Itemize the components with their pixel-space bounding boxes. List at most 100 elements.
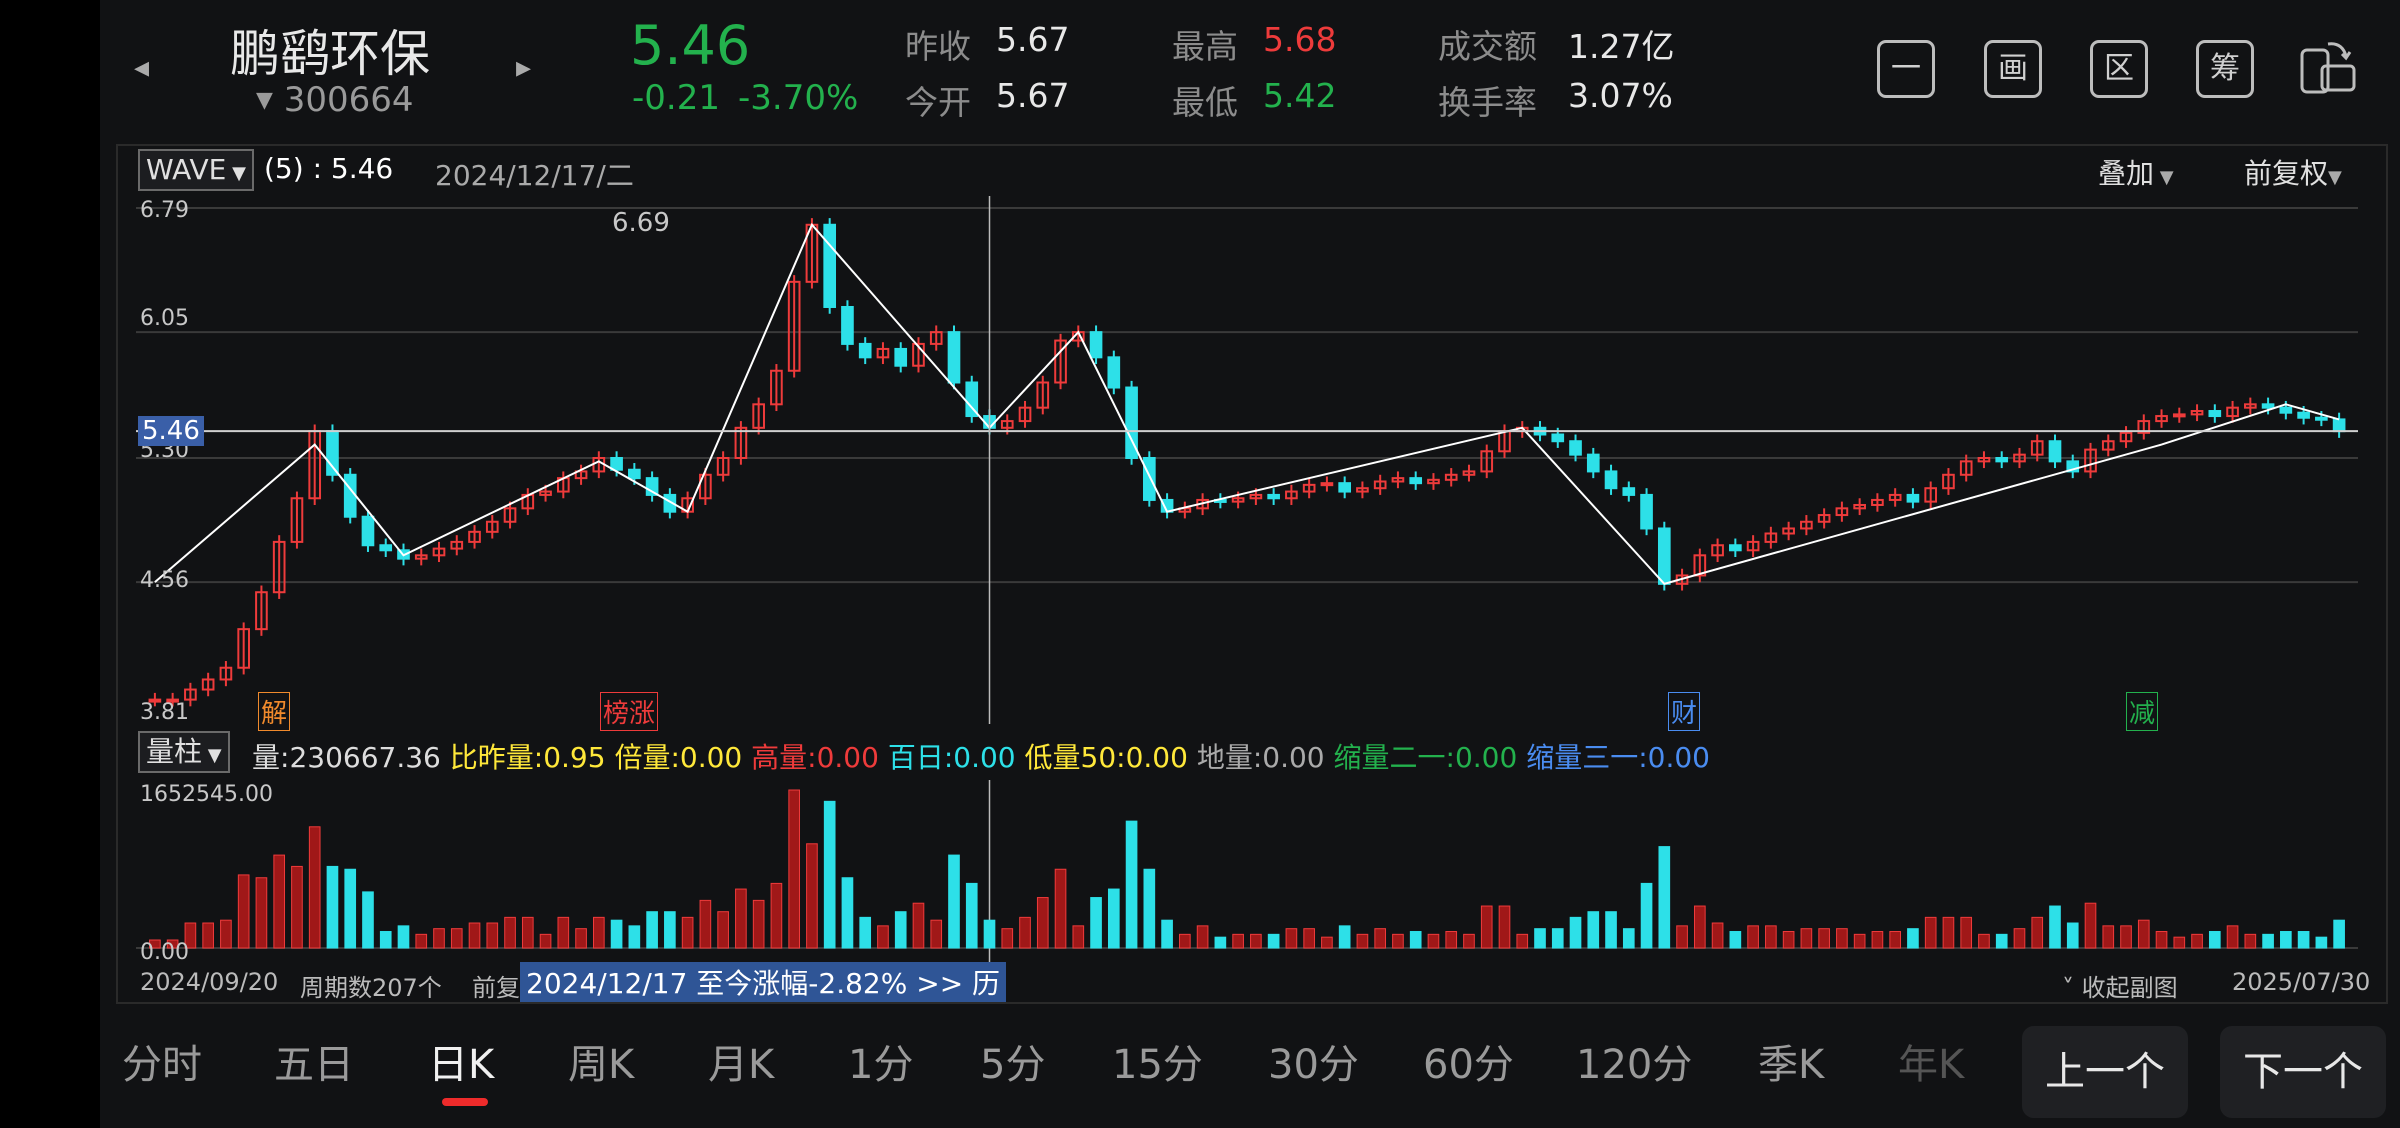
- candle: [823, 223, 837, 308]
- suo21-value: 0.00: [1454, 741, 1518, 774]
- volume-bar: [2102, 925, 2115, 949]
- tab-daily-k[interactable]: 日K: [428, 1042, 495, 1088]
- next-stock-button[interactable]: 下一个: [2220, 1026, 2386, 1118]
- volume-bar: [1889, 931, 1901, 949]
- candle: [1693, 554, 1707, 577]
- candle: [2190, 410, 2204, 416]
- volume-bar: [965, 882, 978, 949]
- ratio-value: 0.95: [543, 741, 606, 774]
- tab-120min[interactable]: 120分: [1576, 1042, 1693, 1088]
- tab-weekly-k[interactable]: 周K: [568, 1042, 635, 1088]
- volume-bar: [344, 868, 357, 949]
- volume-bar: [1179, 933, 1191, 949]
- volume-chart[interactable]: [136, 780, 2358, 962]
- tab-60min[interactable]: 60分: [1423, 1042, 1514, 1088]
- line-tool-button[interactable]: 一: [1877, 40, 1935, 98]
- rotate-screen-icon[interactable]: [2298, 36, 2358, 98]
- candlestick-chart[interactable]: [136, 196, 2358, 724]
- candle: [1462, 470, 1476, 476]
- volume-bar: [1818, 928, 1830, 949]
- candle: [2137, 420, 2151, 434]
- volume-bar: [362, 891, 374, 949]
- volume-bar: [1924, 916, 1937, 949]
- candle: [2226, 406, 2239, 418]
- tab-5min[interactable]: 5分: [980, 1042, 1046, 1088]
- candle: [1764, 532, 1778, 543]
- overlay-select[interactable]: 叠加 ▼: [2098, 152, 2174, 192]
- candle: [2332, 418, 2346, 433]
- volume-bar: [1871, 931, 1884, 949]
- candle: [201, 678, 215, 691]
- prev-stock-arrow-icon[interactable]: ◂: [134, 50, 150, 85]
- volume-bar: [646, 911, 658, 949]
- volume-indicator-select[interactable]: 量柱 ▼: [138, 731, 230, 773]
- volume-max: 1652545.00: [140, 782, 273, 807]
- volume-bar: [681, 916, 694, 949]
- tab-timeshare[interactable]: 分时: [122, 1042, 202, 1088]
- candle: [1551, 433, 1565, 443]
- volume-bar: [2333, 919, 2345, 949]
- candle: [2172, 413, 2186, 418]
- candle: [1995, 457, 2009, 463]
- wave-indicator-value: (5) : 5.46: [264, 152, 394, 185]
- volume-bar: [1356, 933, 1369, 949]
- tab-five-day[interactable]: 五日: [274, 1042, 354, 1088]
- volume-bar: [735, 888, 747, 949]
- vol-label: 量:: [252, 741, 290, 774]
- tab-1min[interactable]: 1分: [848, 1042, 914, 1088]
- candle: [610, 457, 623, 471]
- marker-jie[interactable]: 解: [258, 692, 291, 731]
- vol-value: 230667.36: [289, 741, 441, 774]
- volume-bar: [255, 877, 268, 949]
- volume-bar: [894, 911, 907, 949]
- candle: [1320, 482, 1334, 487]
- marker-jian[interactable]: 减: [2126, 692, 2159, 731]
- price-change-pct: -3.70%: [738, 78, 859, 118]
- candle: [2297, 411, 2310, 419]
- volume-bar: [1232, 933, 1244, 949]
- tab-yearly-k[interactable]: 年K: [1898, 1042, 1965, 1088]
- marker-cai[interactable]: 财: [1668, 692, 1701, 731]
- chips-tool-button[interactable]: 筹: [2196, 40, 2254, 98]
- low-value: 5.42: [1263, 76, 1337, 115]
- volume-bar: [2013, 928, 2026, 949]
- ratio-label: 比昨量:: [449, 741, 544, 774]
- candle: [379, 544, 393, 552]
- tab-15min[interactable]: 15分: [1112, 1042, 1203, 1088]
- candle: [1018, 406, 1032, 423]
- volume-bar: [1427, 933, 1440, 949]
- volume-bar: [930, 919, 943, 949]
- wave-indicator-select[interactable]: WAVE ▼: [138, 149, 254, 191]
- candle: [716, 457, 730, 476]
- tab-30min[interactable]: 30分: [1268, 1042, 1359, 1088]
- candle: [2279, 406, 2293, 414]
- candle: [1143, 457, 1156, 501]
- tab-monthly-k[interactable]: 月K: [708, 1042, 775, 1088]
- volume-bar: [2049, 905, 2061, 949]
- volume-bar: [1622, 928, 1635, 949]
- candle: [414, 554, 428, 560]
- next-stock-arrow-icon[interactable]: ▸: [516, 50, 532, 85]
- marker-bangzhang[interactable]: 榜涨: [600, 692, 659, 731]
- volume-bar: [628, 925, 641, 949]
- volume-bar: [1001, 928, 1014, 949]
- volume-bar: [397, 925, 410, 949]
- low-label: 最低: [1172, 83, 1238, 122]
- adjust-select[interactable]: 前复权▼: [2244, 152, 2342, 192]
- candle: [2048, 440, 2062, 463]
- volume-bar: [1551, 928, 1564, 949]
- suo21-label: 缩量二一:: [1333, 741, 1455, 774]
- volume-bar: [752, 899, 765, 949]
- draw-tool-button[interactable]: 画: [1984, 40, 2042, 98]
- stock-name: 鹏鹞环保: [230, 25, 430, 83]
- volume-min: 0.00: [140, 940, 189, 965]
- range-change-tooltip[interactable]: 2024/12/17 至今涨幅-2.82% >> 历: [520, 962, 1007, 1002]
- wave-indicator-label: WAVE: [146, 153, 227, 186]
- prev-stock-button[interactable]: 上一个: [2022, 1026, 2188, 1118]
- range-tool-button[interactable]: 区: [2090, 40, 2148, 98]
- collapse-subchart[interactable]: ˅ 收起副图: [2062, 968, 2178, 1003]
- y-tick-top: 6.79: [140, 198, 189, 223]
- stock-code[interactable]: ▼ 300664: [256, 80, 414, 120]
- volume-bar: [1250, 933, 1262, 949]
- tab-quarterly-k[interactable]: 季K: [1758, 1042, 1825, 1088]
